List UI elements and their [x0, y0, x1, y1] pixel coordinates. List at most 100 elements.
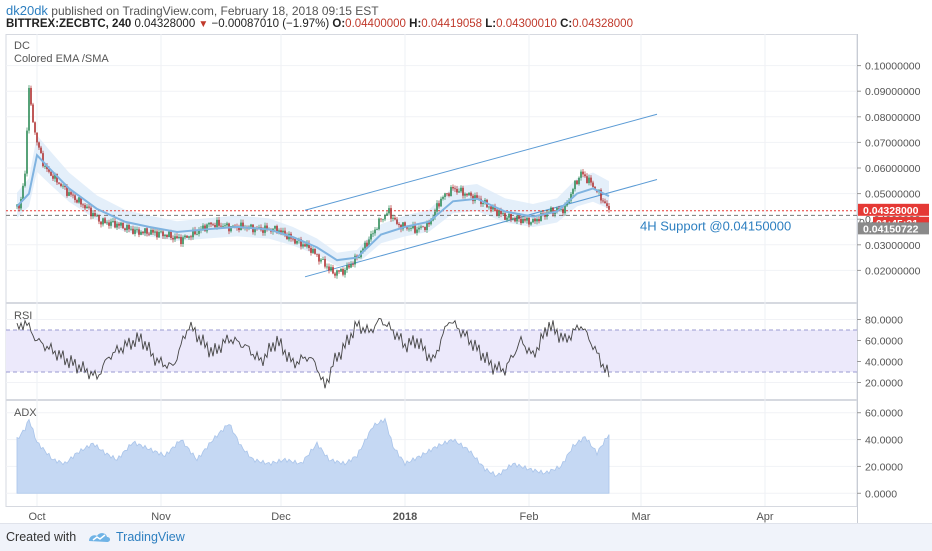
price-y-tick-label: 0.03000000 — [865, 240, 921, 252]
candle-body — [566, 203, 568, 206]
candle-body — [82, 204, 84, 206]
candle-body — [84, 205, 86, 209]
candle-body — [350, 264, 352, 268]
candle-body — [520, 218, 522, 224]
candle-body — [160, 231, 162, 233]
candle-body — [332, 267, 334, 274]
candle-body — [202, 225, 204, 229]
candle-body — [162, 231, 164, 237]
tradingview-brand-link[interactable]: TradingView — [116, 530, 185, 544]
candle-body — [342, 269, 344, 275]
x-tick-label: Mar — [632, 511, 651, 523]
candle-body — [498, 210, 500, 216]
candle-body — [368, 239, 370, 247]
candle-body — [88, 206, 90, 208]
candle-body — [206, 224, 208, 232]
candle-body — [24, 173, 26, 186]
close-value: 0.04328000 — [572, 18, 633, 30]
chart-area[interactable]: Oct Nov Dec 2018 Feb Mar Apr 0.02000000 0.030000… — [0, 34, 932, 523]
candle-body — [540, 213, 542, 222]
x-tick-label: Feb — [520, 511, 539, 523]
candle-body — [402, 222, 404, 230]
author-link[interactable]: dk20dk — [6, 3, 48, 18]
price-y-tick-label: 0.08000000 — [865, 112, 921, 124]
candle-body — [62, 185, 64, 187]
publish-info: published on TradingView.com, February 1… — [51, 4, 379, 18]
candle-body — [226, 223, 228, 226]
candle-body — [134, 229, 136, 234]
candle-body — [386, 213, 388, 216]
candle-body — [36, 132, 38, 143]
candle-body — [194, 229, 196, 235]
candle-body — [224, 225, 226, 227]
candle-body — [306, 243, 308, 247]
ema-line — [16, 153, 610, 262]
candle-body — [314, 249, 316, 254]
candle-body — [572, 189, 574, 194]
candle-body — [214, 224, 216, 228]
candle-body — [184, 235, 186, 238]
price-scale-bg — [857, 34, 932, 506]
candle-body — [176, 236, 178, 239]
candle-body — [300, 239, 302, 247]
candle-body — [140, 231, 142, 235]
close-label: C: — [560, 18, 573, 30]
candle-body — [130, 228, 132, 230]
candle-body — [28, 87, 30, 131]
candle-body — [158, 232, 160, 238]
x-tick-label: 2018 — [393, 511, 417, 523]
candle-body — [380, 218, 382, 220]
high-value: 0.04419058 — [421, 18, 483, 30]
candle-body — [492, 205, 494, 210]
candle-body — [528, 217, 530, 225]
candle-body — [330, 267, 332, 271]
candle-body — [544, 214, 546, 217]
candle-body — [286, 235, 288, 240]
candle-body — [212, 224, 214, 226]
candle-body — [294, 238, 296, 244]
candle-body — [198, 230, 200, 234]
candle-body — [418, 227, 420, 230]
open-value: 0.04400000 — [345, 18, 406, 30]
candle-body — [80, 197, 82, 205]
rsi-y-tick-label: 40.0000 — [865, 357, 903, 369]
candle-body — [40, 147, 42, 154]
candle-body — [210, 222, 212, 225]
candle-body — [104, 218, 106, 224]
candle-body — [412, 224, 414, 229]
candle-body — [502, 213, 504, 215]
candle-body — [26, 130, 28, 174]
candle-body — [100, 221, 102, 225]
candle-body — [30, 87, 32, 105]
candle-body — [250, 224, 252, 227]
candle-body — [322, 259, 324, 260]
candle-body — [96, 215, 98, 217]
candle-body — [280, 230, 282, 233]
candle-body — [390, 208, 392, 219]
candle-body — [238, 227, 240, 231]
candle-body — [468, 192, 470, 196]
candle-body — [388, 208, 390, 214]
candle-body — [586, 176, 588, 184]
x-tick-label: Nov — [151, 511, 171, 523]
candle-body — [274, 225, 276, 229]
candle-body — [168, 231, 170, 237]
candle-body — [370, 233, 372, 240]
candle-body — [458, 191, 460, 193]
candle-body — [590, 177, 592, 183]
candle-body — [444, 193, 446, 197]
candle-body — [262, 230, 264, 233]
candle-body — [426, 221, 428, 231]
open-label: O: — [332, 18, 346, 30]
candle-body — [578, 177, 580, 185]
candle-body — [128, 225, 130, 230]
down-arrow-icon: ▼ — [198, 19, 209, 30]
candle-body — [362, 248, 364, 251]
adx-y-tick-label: 0.0000 — [865, 488, 897, 500]
candle-body — [466, 193, 468, 196]
price-tag-bg — [858, 203, 929, 216]
candle-body — [282, 230, 284, 233]
low-label: L: — [485, 18, 497, 30]
candle-body — [220, 225, 222, 227]
candle-body — [462, 187, 464, 196]
